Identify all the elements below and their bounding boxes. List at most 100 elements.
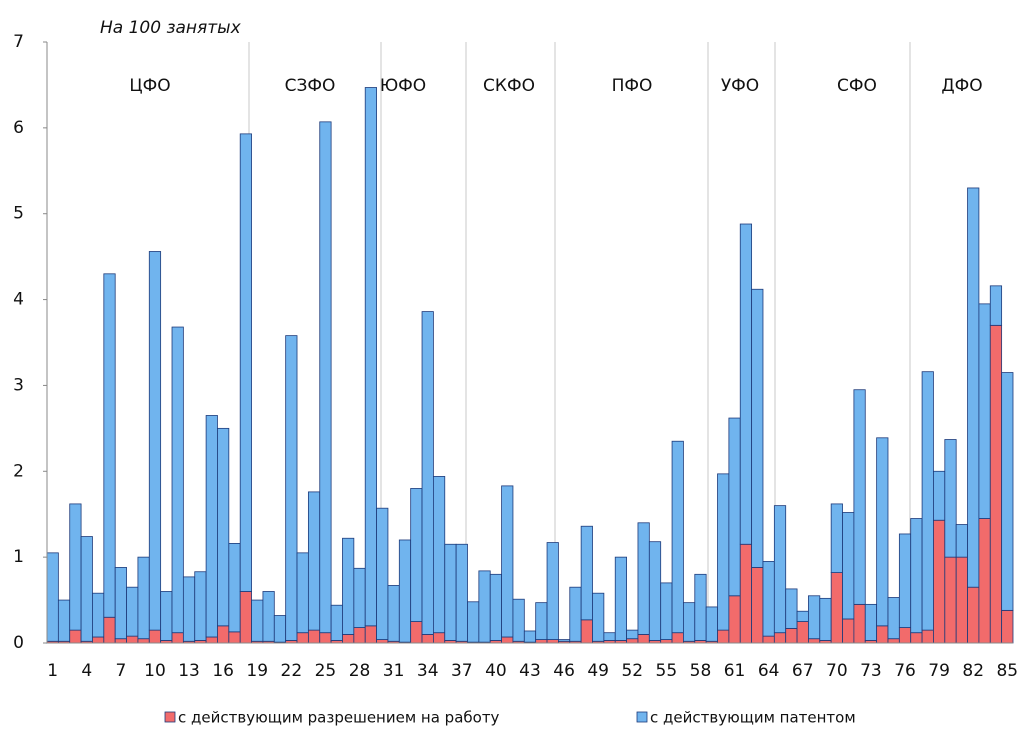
bar-segment (580, 619, 593, 644)
bar-segment (910, 632, 923, 644)
x-tick-label: 73 (860, 661, 882, 681)
bar-segment (535, 602, 548, 640)
bar-segment (717, 473, 730, 631)
region-label: ПФО (612, 76, 653, 96)
bar-segment (194, 571, 207, 641)
y-tick-label: 0 (13, 633, 24, 653)
bar-segment (898, 533, 912, 628)
bar-segment (785, 588, 798, 629)
x-tick-label: 7 (115, 661, 126, 681)
bar-segment (478, 570, 491, 643)
region-label: СФО (837, 76, 877, 96)
bar-segment (671, 632, 684, 644)
bar-segment (989, 324, 1003, 644)
bar-segment (410, 488, 423, 622)
bar-segment (955, 556, 968, 644)
x-tick-label: 55 (656, 661, 678, 681)
bar-segment (955, 524, 968, 558)
bar-segment (92, 592, 105, 638)
bar-segment (171, 326, 184, 634)
region-label: СЗФО (285, 76, 336, 96)
bar-segment (376, 507, 389, 640)
bar-segment (217, 625, 230, 644)
bar-segment (330, 604, 343, 641)
bar-segment (364, 625, 377, 644)
bar-segment (342, 634, 355, 644)
y-tick-label: 2 (13, 461, 24, 481)
x-tick-label: 52 (621, 661, 643, 681)
bar-segment (660, 639, 673, 644)
bar-segment (876, 437, 889, 627)
y-tick-label: 5 (13, 204, 24, 224)
bar-segment (489, 573, 502, 641)
bar-segment (205, 636, 218, 644)
bar-segment (933, 519, 946, 644)
x-tick-label: 25 (315, 661, 337, 681)
bar-segment (501, 485, 514, 638)
bar-segment (728, 417, 741, 597)
bar-segment (626, 629, 639, 640)
bar-segment (319, 121, 332, 634)
bar-segment (410, 621, 423, 644)
bar-segment (694, 573, 707, 641)
bar-segment (1001, 609, 1014, 644)
bar-segment (978, 518, 991, 644)
x-tick-label: 76 (894, 661, 916, 681)
bar-segment (819, 597, 832, 641)
bar-segment (853, 603, 866, 644)
bar-segment (921, 371, 934, 631)
bar-segment (137, 638, 150, 644)
region-label: ДФО (941, 76, 982, 96)
x-tick-label: 40 (485, 661, 507, 681)
bar-segment (46, 552, 59, 642)
y-tick-label: 4 (13, 290, 24, 310)
bar-segment (671, 440, 684, 634)
bar-segment (773, 505, 787, 634)
bar-segment (421, 634, 434, 644)
bar-segment (898, 627, 912, 644)
y-tick-label: 6 (13, 118, 24, 138)
bar-segment (501, 636, 514, 644)
x-tick-label: 13 (178, 661, 200, 681)
x-tick-label: 67 (792, 661, 814, 681)
y-tick-label: 7 (13, 32, 24, 52)
chart-title: На 100 занятых (100, 18, 242, 38)
bar-segment (182, 576, 196, 642)
bar-segment (546, 542, 559, 640)
bar-segment (762, 561, 775, 637)
legend-label: с действующим разрешением на работу (178, 709, 500, 727)
bar-segment (660, 582, 673, 640)
bar-segment (637, 634, 650, 644)
region-label: ЮФО (380, 76, 426, 96)
bar-segment (705, 606, 718, 642)
bar-segment (967, 187, 980, 588)
bar-segment (558, 639, 571, 642)
bar-segment (717, 629, 730, 644)
bar-segment (217, 427, 230, 627)
bar-segment (239, 591, 252, 644)
x-tick-label: 58 (690, 661, 712, 681)
bar-segment (353, 567, 366, 628)
bar-segment (421, 311, 434, 635)
x-tick-label: 31 (383, 661, 405, 681)
bar-segment (342, 537, 355, 635)
bar-segment (126, 635, 139, 644)
x-tick-label: 46 (553, 661, 575, 681)
legend-label: с действующим патентом (650, 709, 856, 727)
bar-segment (92, 636, 105, 644)
x-tick-label: 82 (962, 661, 984, 681)
bar-segment (944, 556, 957, 644)
y-tick-label: 3 (13, 375, 24, 395)
bar-segment (842, 618, 855, 644)
bar-segment (103, 273, 116, 618)
x-tick-label: 1 (47, 661, 58, 681)
bar-segment (103, 616, 116, 644)
bar-segment (637, 522, 650, 635)
bar-segment (205, 415, 218, 638)
bar-segment (319, 632, 332, 644)
x-tick-label: 28 (349, 661, 371, 681)
bar-segment (376, 639, 389, 644)
x-tick-label: 16 (212, 661, 234, 681)
legend-swatch (636, 711, 648, 723)
